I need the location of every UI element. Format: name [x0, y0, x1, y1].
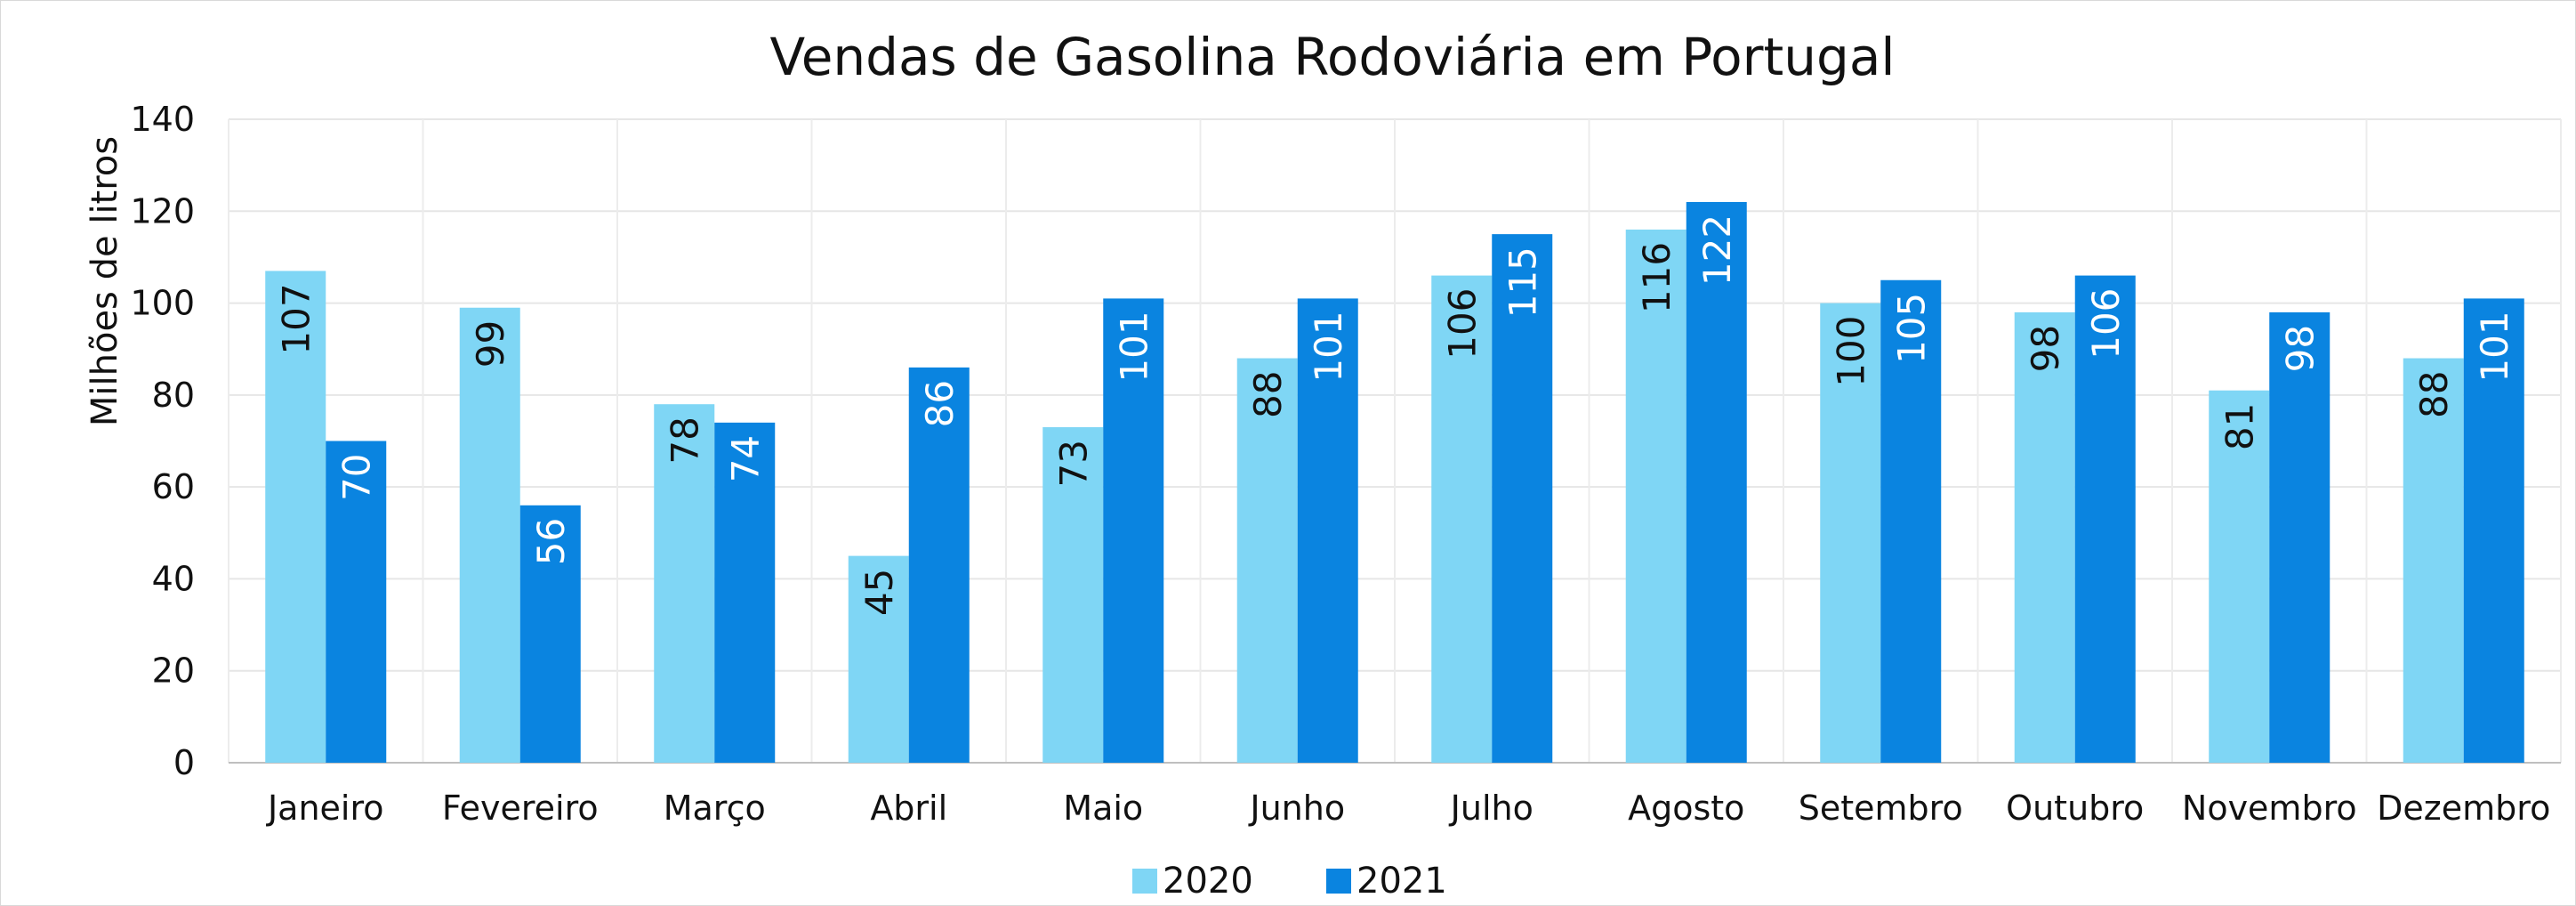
data-label: 106 — [2084, 288, 2128, 360]
data-label: 116 — [1635, 242, 1678, 313]
bar-2020 — [1042, 427, 1104, 763]
bar-2020 — [2014, 311, 2075, 763]
y-tick-label: 120 — [130, 191, 195, 231]
data-label: 45 — [857, 569, 901, 616]
bar-2021 — [1297, 298, 1358, 764]
bar-2021 — [2074, 275, 2136, 764]
data-label: 78 — [663, 417, 706, 464]
y-tick-label: 80 — [152, 376, 195, 415]
x-tick-label: Dezembro — [2377, 789, 2550, 828]
data-label: 86 — [918, 380, 962, 427]
data-label: 107 — [274, 283, 318, 354]
bar-2021 — [326, 441, 387, 763]
bar-2021 — [2463, 298, 2524, 764]
data-label: 100 — [1829, 316, 1872, 387]
legend-swatch — [1132, 869, 1157, 894]
data-label: 74 — [723, 435, 767, 482]
data-label: 98 — [2024, 325, 2067, 372]
legend-label: 2021 — [1356, 861, 1447, 902]
x-tick-label: Outubro — [2006, 789, 2144, 828]
bar-2021 — [2269, 311, 2330, 763]
bar-2020 — [265, 271, 326, 764]
data-label: 99 — [469, 320, 512, 368]
x-tick-label: Maio — [1063, 789, 1143, 828]
y-axis-label: Milhões de litros — [85, 136, 125, 426]
bar-2020 — [2209, 390, 2270, 763]
bar-2021 — [519, 505, 581, 763]
chart-title: Vendas de Gasolina Rodoviária em Portuga… — [770, 27, 1896, 87]
bar-2020 — [1625, 229, 1686, 763]
x-tick-label: Agosto — [1628, 789, 1744, 828]
bar-2021 — [1686, 201, 1747, 763]
bar-2021 — [1492, 234, 1553, 763]
bar-2021 — [714, 422, 776, 763]
x-tick-label: Novembro — [2182, 789, 2357, 828]
bar-2021 — [908, 367, 970, 763]
bars — [265, 201, 2524, 764]
bar-2020 — [654, 404, 715, 763]
x-tick-label: Março — [664, 789, 766, 828]
data-label: 106 — [1440, 288, 1484, 360]
data-label: 101 — [1307, 311, 1350, 382]
data-label: 115 — [1501, 247, 1544, 318]
data-label: 122 — [1695, 214, 1739, 286]
bar-2020 — [459, 307, 520, 763]
data-label: 101 — [2473, 311, 2516, 382]
bar-2020 — [2403, 358, 2464, 763]
bar-2021 — [1103, 298, 1164, 764]
bar-2021 — [1880, 279, 1942, 763]
x-tick-label: Junho — [1248, 789, 1345, 828]
legend-swatch — [1326, 869, 1351, 894]
data-label: 73 — [1051, 440, 1095, 487]
y-tick-label: 20 — [152, 651, 195, 691]
data-label: 70 — [334, 454, 378, 501]
data-labels: 107 70 99 56 78 74 45 86 73 101 88 101 106 115 116 122 1… — [274, 214, 2516, 616]
y-tick-label: 40 — [152, 559, 195, 598]
y-tick-label: 60 — [152, 467, 195, 506]
y-tick-label: 140 — [130, 100, 195, 139]
gridlines — [228, 118, 2562, 764]
legend: 2020 2021 — [1132, 861, 1447, 902]
x-tick-label: Julho — [1449, 789, 1534, 828]
data-label: 56 — [529, 518, 573, 565]
data-label: 105 — [1889, 293, 1933, 364]
data-label: 88 — [2412, 371, 2456, 418]
data-label: 98 — [2278, 325, 2322, 372]
data-label: 101 — [1112, 311, 1155, 382]
bar-2020 — [1236, 358, 1298, 763]
axis-ticks: 0 20 40 60 80 100 120 140 Janeiro Fevereiro Março A… — [130, 100, 2550, 828]
y-tick-label: 100 — [130, 284, 195, 323]
bar-2020 — [848, 555, 909, 763]
x-tick-label: Abril — [870, 789, 947, 828]
x-tick-label: Fevereiro — [442, 789, 599, 828]
bar-2020 — [1431, 275, 1493, 764]
x-tick-label: Janeiro — [266, 789, 384, 828]
legend-label: 2020 — [1163, 861, 1253, 902]
y-tick-label: 0 — [173, 743, 195, 782]
data-label: 81 — [2218, 403, 2261, 450]
data-label: 88 — [1246, 371, 1290, 418]
x-tick-label: Setembro — [1799, 789, 1963, 828]
bar-2020 — [1820, 303, 1881, 764]
